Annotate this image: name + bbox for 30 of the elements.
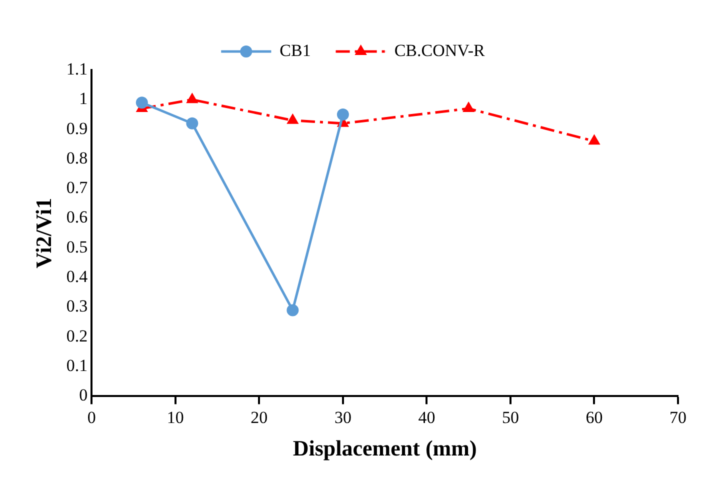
legend-label: CB.CONV-R xyxy=(394,40,486,60)
point xyxy=(336,108,349,120)
x-tick-label: 40 xyxy=(418,408,436,427)
y-tick-label: 1.1 xyxy=(66,59,88,78)
y-tick-label: 0.3 xyxy=(66,296,88,316)
y-tick-label: 0.9 xyxy=(66,118,88,138)
y-tick-label: 0.7 xyxy=(66,178,88,198)
x-tick-label: 10 xyxy=(166,408,184,427)
point xyxy=(462,102,475,112)
x-tick-label: 50 xyxy=(502,408,519,427)
y-tick-label: 0.2 xyxy=(66,326,88,346)
y-axis-title: Vi2/Vi1 xyxy=(30,198,56,268)
x-tick-label: 20 xyxy=(250,408,268,427)
x-tick-label: 30 xyxy=(334,408,352,427)
y-tick-label: 0.4 xyxy=(66,267,88,286)
y-tick-label: 0.5 xyxy=(66,237,88,256)
y-tick-label: 0.6 xyxy=(66,208,88,227)
y-tick-label: 1 xyxy=(79,89,88,108)
x-tick-label: 60 xyxy=(586,408,603,427)
x-tick-label: 70 xyxy=(670,408,686,427)
point xyxy=(186,117,198,130)
point xyxy=(286,304,299,316)
x-axis-title: Displacement (mm) xyxy=(292,435,477,460)
y-tick-label: 0 xyxy=(79,386,88,405)
point xyxy=(186,92,198,104)
legend-label: CB1 xyxy=(280,40,311,60)
y-tick-label: 0.1 xyxy=(66,356,88,376)
point xyxy=(588,134,600,145)
point xyxy=(286,113,299,124)
y-tick-label: 0.8 xyxy=(66,148,88,168)
